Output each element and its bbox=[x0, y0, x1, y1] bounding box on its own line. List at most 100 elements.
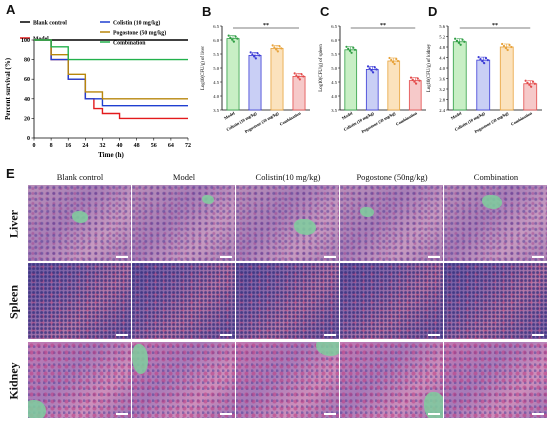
histology-liver-blank-control bbox=[28, 185, 131, 261]
liver-bar-0 bbox=[226, 38, 240, 111]
kidney-dot-1-4 bbox=[484, 57, 488, 60]
kidney-dot-2-3 bbox=[506, 48, 509, 52]
spleen-dot-2-5 bbox=[396, 59, 400, 63]
spleen-y-tick-label-3: 5.0 bbox=[331, 66, 337, 71]
kidney-y-tick-label-6: 4.8 bbox=[439, 45, 445, 50]
histology-liver-model bbox=[132, 185, 235, 261]
survival-series bbox=[34, 39, 188, 120]
legend-label-0: Blank control bbox=[33, 21, 67, 27]
col-header-pogostone: Pogostone (50ng/kg) bbox=[356, 172, 428, 182]
kidney-dot-2-0 bbox=[501, 42, 504, 46]
histology-kidney-model bbox=[132, 342, 235, 418]
histology-spleen-pogostone bbox=[340, 263, 443, 339]
spleen-dot-2-3 bbox=[393, 62, 396, 66]
kidney-dot-3-1 bbox=[526, 81, 529, 84]
histology-spleen-blank-control bbox=[28, 263, 131, 339]
x-tick-label-8: 64 bbox=[168, 143, 174, 149]
spleen-significance-label: ** bbox=[380, 23, 386, 29]
spleen-bar-1 bbox=[365, 69, 379, 111]
kidney-category-label-0: Model bbox=[450, 110, 463, 120]
spleen-dot-1-4 bbox=[373, 66, 376, 69]
spleen-dot-0-5 bbox=[353, 48, 357, 51]
y-axis-title: Percent survival (%) bbox=[4, 57, 12, 120]
kidney-y-tick-label-8: 5.6 bbox=[439, 24, 445, 29]
histology-spleen-combination bbox=[444, 263, 547, 339]
histology-spleen-model bbox=[132, 263, 235, 339]
spleen-dot-0-3 bbox=[350, 51, 353, 54]
liver-significance-label: ** bbox=[263, 23, 269, 29]
y-tick-label-3: 60 bbox=[24, 77, 30, 83]
kidney-cfu-chart: 2.4 2.8 3.2 3.6 4.0 4.4 4.8 5.2 5.6 Log10(CFU/g) … bbox=[427, 23, 542, 134]
kidney-dot-0-1 bbox=[455, 39, 459, 42]
row-label-spleen: Spleen bbox=[6, 284, 21, 320]
spleen-bar-0 bbox=[344, 49, 358, 111]
legend-label-4: Combination bbox=[113, 41, 146, 47]
spleen-dot-1-2 bbox=[370, 69, 373, 72]
spleen-bar-3 bbox=[408, 80, 422, 111]
liver-dot-1-3 bbox=[254, 57, 257, 60]
liver-dot-2-5 bbox=[280, 47, 283, 50]
kidney-dot-2-4 bbox=[508, 43, 511, 47]
spleen-dot-3-5 bbox=[418, 79, 421, 82]
liver-dot-1-0 bbox=[249, 51, 252, 54]
liver-bar-3 bbox=[292, 76, 306, 111]
spleen-y-tick-label-0: 3.5 bbox=[331, 108, 337, 113]
liver-category-label-3: Combination bbox=[279, 110, 302, 126]
y-tick-label-2: 40 bbox=[24, 97, 30, 103]
survival-axes: 0 8 16 24 32 40 48 56 64 72 0 20 40 60 80 100 Time (h) Pe… bbox=[4, 38, 191, 159]
kidney-category-label-3: Combination bbox=[510, 110, 533, 126]
spleen-dot-2-1 bbox=[390, 58, 393, 62]
kidney-bar-1 bbox=[476, 59, 491, 111]
spleen-dot-3-3 bbox=[414, 82, 418, 85]
legend-label-3: Pogostone (50 mg/kg) bbox=[113, 30, 166, 37]
kidney-dot-0-5 bbox=[463, 40, 466, 43]
kidney-dot-2-1 bbox=[502, 44, 506, 48]
histology-kidney-pogostone bbox=[340, 342, 443, 418]
liver-dot-0-2 bbox=[231, 38, 234, 41]
x-tick-label-5: 40 bbox=[117, 143, 123, 149]
x-tick-label-0: 0 bbox=[33, 143, 36, 149]
kidney-y-axis-title: Log10(CFU/g) of kidney bbox=[427, 43, 432, 92]
spleen-dot-0-2 bbox=[348, 49, 352, 52]
spleen-dot-2-0 bbox=[388, 56, 391, 60]
spleen-dot-1-3 bbox=[371, 71, 375, 74]
kidney-dot-1-5 bbox=[486, 59, 489, 62]
survival-line-2 bbox=[34, 39, 188, 107]
histology-liver-pogostone bbox=[340, 185, 443, 261]
liver-dot-2-4 bbox=[278, 45, 281, 48]
spleen-dot-2-4 bbox=[395, 57, 398, 61]
liver-y-tick-label-6: 6.5 bbox=[213, 24, 219, 29]
survival-line-1 bbox=[34, 39, 188, 120]
spleen-dot-1-0 bbox=[366, 65, 370, 68]
x-tick-label-3: 24 bbox=[82, 143, 88, 149]
legend-label-2: Colistin (10 mg/kg) bbox=[113, 20, 160, 27]
y-tick-label-1: 20 bbox=[24, 116, 30, 122]
spleen-y-tick-label-1: 4.0 bbox=[331, 94, 337, 99]
liver-dot-2-0 bbox=[271, 44, 274, 47]
liver-y-tick-label-4: 5.5 bbox=[213, 52, 219, 57]
spleen-dot-2-2 bbox=[391, 60, 395, 64]
spleen-dot-0-1 bbox=[347, 47, 350, 50]
liver-dot-3-3 bbox=[298, 78, 301, 81]
kidney-bar-3 bbox=[523, 83, 538, 111]
liver-dot-3-4 bbox=[300, 73, 303, 76]
liver-y-tick-label-5: 6.0 bbox=[213, 38, 219, 43]
liver-dot-1-5 bbox=[258, 54, 261, 57]
liver-y-tick-label-2: 4.5 bbox=[213, 80, 219, 85]
spleen-dot-0-4 bbox=[352, 46, 355, 49]
spleen-y-tick-label-2: 4.5 bbox=[331, 80, 337, 85]
x-tick-label-9: 72 bbox=[185, 143, 191, 149]
kidney-dot-2-2 bbox=[504, 46, 507, 50]
survival-line-3 bbox=[34, 39, 188, 100]
liver-dot-1-1 bbox=[251, 53, 254, 56]
liver-dot-0-5 bbox=[236, 37, 239, 40]
liver-dot-3-5 bbox=[302, 75, 305, 78]
spleen-dot-3-0 bbox=[409, 76, 413, 79]
kidney-dot-3-0 bbox=[524, 79, 527, 82]
liver-y-tick-label-0: 3.5 bbox=[213, 108, 219, 113]
spleen-dot-0-0 bbox=[345, 45, 348, 48]
liver-bar-1 bbox=[248, 55, 262, 111]
liver-dot-0-1 bbox=[229, 36, 232, 39]
spleen-cfu-chart: 3.5 4.0 4.5 5.0 5.5 6.0 6.5 Log10(CFU/g) of spl… bbox=[319, 23, 426, 134]
